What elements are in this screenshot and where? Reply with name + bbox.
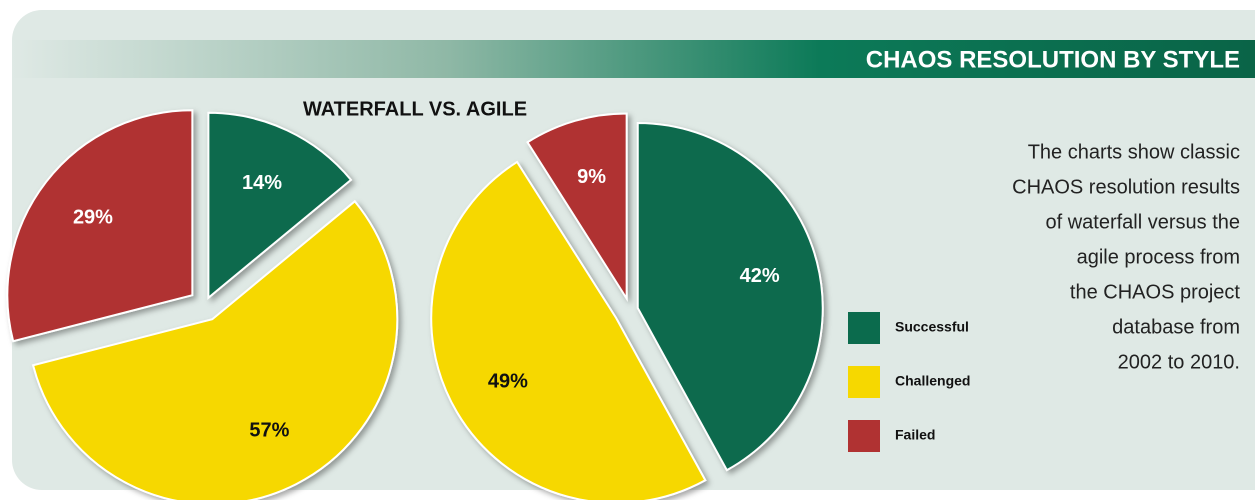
description-line: CHAOS resolution results bbox=[1012, 176, 1240, 198]
pie-slice bbox=[207, 111, 353, 300]
legend-label: Successful bbox=[895, 319, 969, 335]
description-line: 2002 to 2010. bbox=[1118, 351, 1240, 373]
pies: 14% 57% 29% 42% 49% 9% bbox=[6, 109, 824, 500]
slice-label: 29% bbox=[73, 206, 113, 228]
legend-label: Challenged bbox=[895, 373, 970, 389]
description-line: of waterfall versus the bbox=[1045, 211, 1240, 233]
pie-slice bbox=[636, 122, 824, 472]
pie-slice bbox=[31, 199, 399, 500]
slice-label: 14% bbox=[242, 172, 282, 194]
description-line: The charts show classic bbox=[1028, 141, 1240, 163]
slice-label: 42% bbox=[740, 265, 780, 287]
pie-slice bbox=[6, 109, 194, 343]
legend-swatch bbox=[848, 312, 880, 344]
header: CHAOS RESOLUTION BY STYLE bbox=[866, 46, 1240, 73]
header-band bbox=[12, 40, 1255, 78]
description-line: the CHAOS project bbox=[1070, 281, 1241, 303]
pie-slice bbox=[526, 112, 628, 302]
description-line: agile process from bbox=[1077, 246, 1240, 268]
legend-swatch bbox=[848, 366, 880, 398]
legend-label: Failed bbox=[895, 427, 935, 443]
description-line: database from bbox=[1112, 316, 1240, 338]
slice-label: 57% bbox=[249, 420, 289, 442]
pie-slice bbox=[430, 160, 707, 500]
slice-label: 49% bbox=[488, 370, 528, 392]
legend: Successful Challenged Failed bbox=[848, 312, 970, 452]
chart-title: WATERFALL VS. AGILE bbox=[303, 98, 527, 120]
slice-label: 9% bbox=[577, 166, 606, 188]
description: The charts show classic CHAOS resolution … bbox=[1012, 141, 1240, 373]
legend-swatch bbox=[848, 420, 880, 452]
